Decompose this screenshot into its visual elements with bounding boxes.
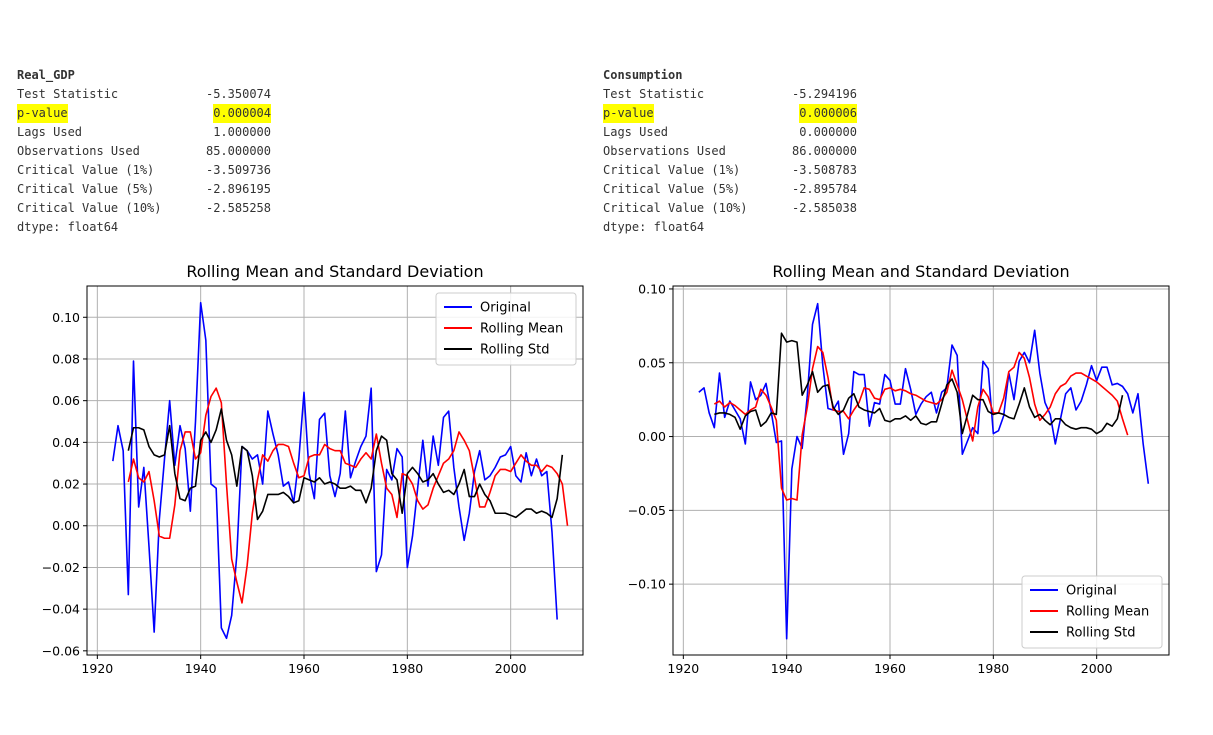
- chart-title: Rolling Mean and Standard Deviation: [772, 262, 1069, 281]
- stats-row-critical-5: Critical Value (5%) -2.896195: [17, 180, 271, 199]
- chart-consumption-rolling: Rolling Mean and Standard Deviation 1920 1…: [628, 262, 1170, 676]
- y-tick-label: 0.02: [52, 477, 80, 492]
- y-tick-label: 0.00: [52, 518, 80, 533]
- stats-row-critical-10: Critical Value (10%) -2.585038: [603, 199, 857, 218]
- y-tick-label: 0.10: [52, 310, 80, 325]
- x-tick-label: 1920: [667, 661, 699, 676]
- series-line-rolling-mean: [713, 345, 1129, 501]
- y-tick-label: 0.00: [638, 429, 666, 444]
- chart-real-gdp-rolling: Rolling Mean and Standard Deviation 1920 1…: [42, 262, 584, 676]
- stats-row-critical-5: Critical Value (5%) -2.895784: [603, 180, 857, 199]
- stats-value: -5.350074: [205, 87, 271, 101]
- x-tick-label: 1940: [185, 661, 217, 676]
- stats-label: Critical Value (10%): [603, 201, 748, 215]
- stats-row-critical-10: Critical Value (10%) -2.585258: [17, 199, 271, 218]
- x-tick-label: 1960: [288, 661, 320, 676]
- stats-label: p-value: [17, 104, 68, 123]
- stats-row-p-value: p-value 0.000004: [17, 104, 271, 123]
- stats-value: -2.896195: [205, 182, 271, 196]
- y-tick-label: 0.06: [52, 393, 80, 408]
- y-tick-label: 0.08: [52, 351, 80, 366]
- y-tick-label: −0.06: [42, 643, 80, 658]
- legend-label-original: Original: [480, 301, 531, 316]
- stats-label: Critical Value (10%): [17, 201, 162, 215]
- stats-row-critical-1: Critical Value (1%) -3.508783: [603, 161, 857, 180]
- series-line-rolling-mean: [127, 387, 569, 604]
- legend-label-rolling-std: Rolling Std: [480, 343, 549, 358]
- legend-label-original: Original: [1066, 584, 1117, 599]
- stats-row-lags-used: Lags Used 0.000000: [603, 123, 857, 142]
- series-line-rolling-std: [714, 332, 1124, 435]
- plot-frame: [672, 285, 1170, 656]
- y-tick-label: −0.05: [628, 503, 666, 518]
- stats-row-observations-used: Observations Used 85.000000: [17, 142, 271, 161]
- stats-row-test-statistic: Test Statistic -5.350074: [17, 85, 271, 104]
- stats-label: Observations Used: [17, 144, 140, 158]
- stats-label: Lags Used: [17, 125, 83, 139]
- stats-value: 1.000000: [213, 125, 271, 139]
- stats-title: Consumption: [603, 68, 683, 82]
- adf-stats-consumption: Consumption Test Statistic -5.294196 p-va…: [603, 66, 857, 237]
- stats-row-observations-used: Observations Used 86.000000: [603, 142, 857, 161]
- stats-value: 0.000000: [799, 125, 857, 139]
- stats-dtype: dtype: float64: [603, 220, 705, 234]
- stats-row-p-value: p-value 0.000006: [603, 104, 857, 123]
- x-tick-label: 2000: [495, 661, 527, 676]
- adf-stats-real-gdp: Real_GDP Test Statistic -5.350074 p-value…: [17, 66, 271, 237]
- stats-label: Test Statistic: [603, 87, 705, 101]
- stats-label: Critical Value (5%): [603, 182, 741, 196]
- stats-title: Real_GDP: [17, 68, 75, 82]
- stats-dtype: dtype: float64: [17, 220, 119, 234]
- stats-value: -3.509736: [205, 163, 271, 177]
- stats-label: Test Statistic: [17, 87, 119, 101]
- stats-label: Observations Used: [603, 144, 726, 158]
- stats-value: 0.000006: [799, 104, 857, 123]
- x-tick-label: 1980: [977, 661, 1009, 676]
- stats-label: p-value: [603, 104, 654, 123]
- stats-value: -2.585038: [791, 201, 857, 215]
- plot-frame: [86, 285, 584, 656]
- chart-title: Rolling Mean and Standard Deviation: [186, 262, 483, 281]
- stats-row-lags-used: Lags Used 1.000000: [17, 123, 271, 142]
- stats-value: -2.895784: [791, 182, 857, 196]
- stats-value: -5.294196: [791, 87, 857, 101]
- stats-value: 0.000004: [213, 104, 271, 123]
- legend-box: [1021, 575, 1163, 649]
- stats-label: Critical Value (5%): [17, 182, 155, 196]
- y-tick-label: 0.05: [638, 355, 666, 370]
- legend-label-rolling-std: Rolling Std: [1066, 626, 1135, 641]
- x-tick-label: 1960: [874, 661, 906, 676]
- stats-label: Critical Value (1%): [17, 163, 155, 177]
- stats-row-critical-1: Critical Value (1%) -3.509736: [17, 161, 271, 180]
- series-line-rolling-std: [127, 408, 564, 521]
- y-tick-label: 0.04: [52, 435, 80, 450]
- x-tick-label: 1920: [81, 661, 113, 676]
- legend-label-rolling-mean: Rolling Mean: [1066, 605, 1149, 620]
- stats-value: 85.000000: [205, 144, 271, 158]
- stats-row-test-statistic: Test Statistic -5.294196: [603, 85, 857, 104]
- y-tick-label: 0.10: [638, 281, 666, 296]
- x-tick-label: 1980: [391, 661, 423, 676]
- x-tick-label: 2000: [1081, 661, 1113, 676]
- stats-value: -2.585258: [205, 201, 271, 215]
- legend-box: [435, 292, 577, 366]
- stats-value: 86.000000: [791, 144, 857, 158]
- legend-label-rolling-mean: Rolling Mean: [480, 322, 563, 337]
- stats-value: -3.508783: [791, 163, 857, 177]
- y-tick-label: −0.02: [42, 560, 80, 575]
- stats-label: Lags Used: [603, 125, 669, 139]
- y-tick-label: −0.10: [628, 577, 666, 592]
- stats-label: Critical Value (1%): [603, 163, 741, 177]
- x-tick-label: 1940: [771, 661, 803, 676]
- y-tick-label: −0.04: [42, 602, 80, 617]
- series-line-original: [112, 301, 558, 640]
